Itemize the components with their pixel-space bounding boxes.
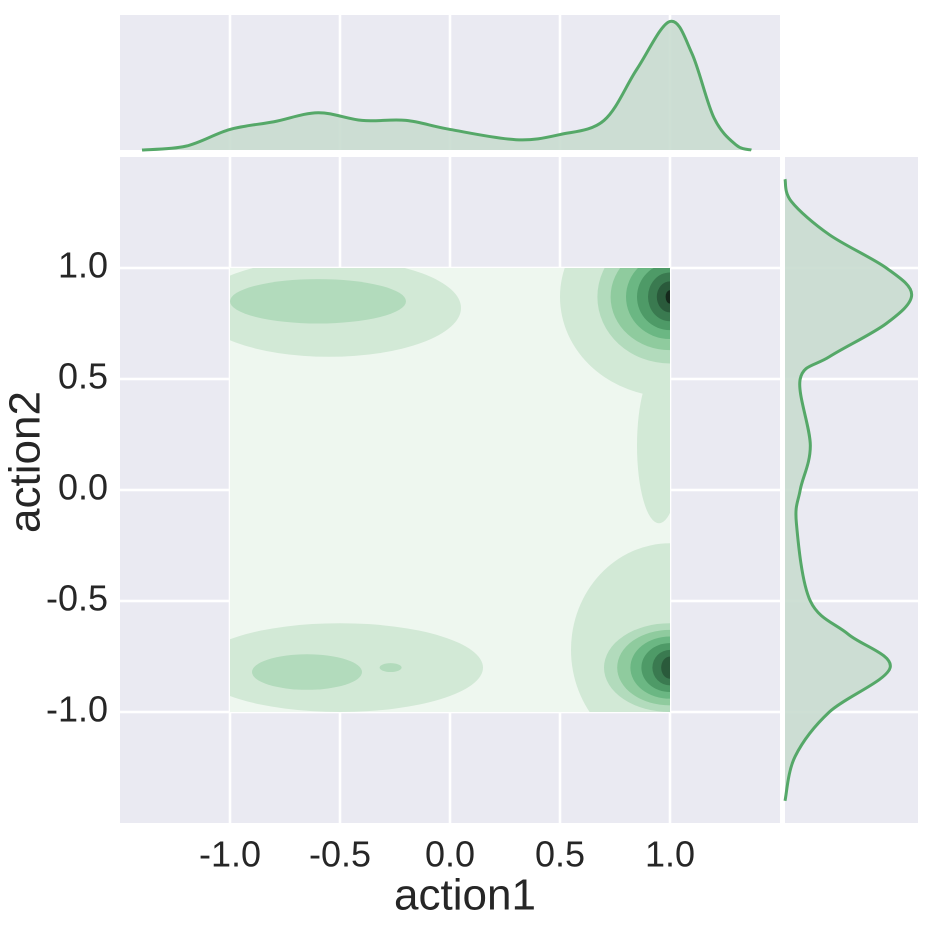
y-tick-label: 0.0 xyxy=(58,467,108,508)
contour xyxy=(252,654,362,690)
contour xyxy=(665,290,670,304)
x-tick-label: 0.5 xyxy=(535,834,585,875)
marginal-y-line xyxy=(783,178,914,802)
x-axis-label: action1 xyxy=(394,871,536,920)
y-tick-label: 1.0 xyxy=(58,245,108,286)
x-tick-label: -0.5 xyxy=(309,834,371,875)
y-tick-label: -1.0 xyxy=(46,689,108,730)
x-tick-label: 1.0 xyxy=(645,834,695,875)
y-tick-label: 0.5 xyxy=(58,356,108,397)
contour xyxy=(661,656,670,679)
y-tick-label: -0.5 xyxy=(46,578,108,619)
y-axis-label: action2 xyxy=(1,391,50,533)
contour xyxy=(379,663,402,673)
x-tick-label: 0.0 xyxy=(425,834,475,875)
contours xyxy=(230,268,670,712)
marginals xyxy=(141,19,914,802)
x-tick-label: -1.0 xyxy=(199,834,261,875)
marginal-y-area xyxy=(785,179,912,801)
contour xyxy=(230,279,406,324)
contour xyxy=(656,281,670,313)
contour xyxy=(637,367,670,524)
marginal-x-line xyxy=(141,19,752,152)
